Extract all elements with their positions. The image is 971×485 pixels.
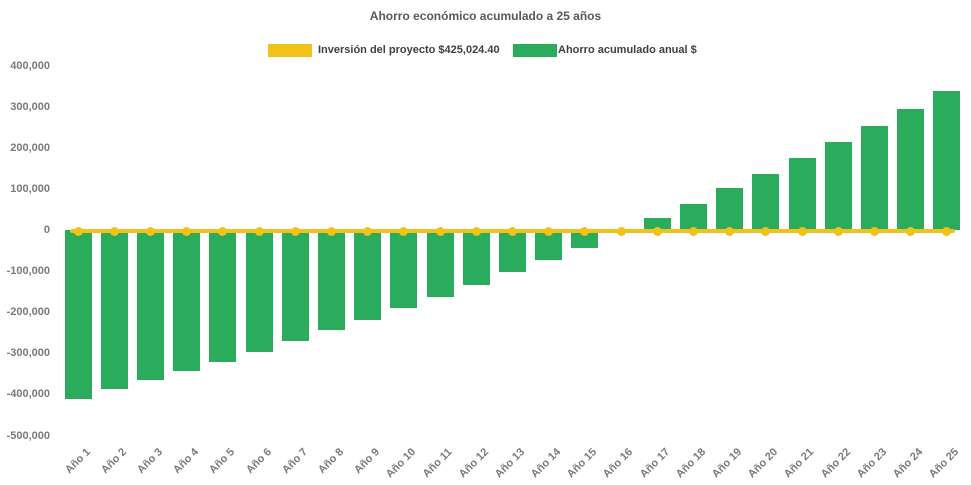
x-axis-label: Año 10 (383, 446, 419, 481)
line-marker (146, 226, 155, 236)
bar (462, 230, 490, 286)
y-axis-label: 400,000 (10, 59, 50, 72)
x-axis-label: Año 12 (456, 446, 491, 481)
line-marker (218, 226, 228, 236)
bar (318, 230, 345, 330)
y-axis-label: -200,000 (6, 306, 50, 319)
chart-title: Ahorro económico acumulado a 25 años (369, 9, 602, 23)
line-marker (399, 226, 409, 236)
x-axis-label: Año 20 (745, 446, 781, 481)
x-axis-label: Año 3 (134, 446, 165, 477)
x-axis-label: Año 13 (492, 446, 527, 481)
x-axis-label: Año 11 (420, 446, 455, 480)
bar (173, 230, 201, 371)
bar (680, 204, 707, 230)
line-marker (471, 226, 481, 236)
x-axis-label: Año 1 (62, 446, 93, 477)
bar (100, 230, 128, 390)
bar (137, 230, 164, 381)
line-marker (906, 226, 916, 236)
bar (571, 230, 599, 249)
line-marker (544, 226, 554, 236)
line-marker (942, 226, 952, 236)
bar (64, 230, 92, 399)
line-marker (652, 226, 662, 236)
x-axis-label: Año 18 (673, 446, 708, 481)
x-axis-label: Año 24 (890, 446, 926, 481)
bar (933, 91, 961, 230)
line-marker (870, 226, 879, 236)
x-axis-label: Año 9 (352, 446, 383, 477)
x-axis-label: Año 8 (315, 446, 346, 477)
legend-swatch-investment (268, 44, 312, 57)
x-axis-label: Año 16 (601, 446, 636, 481)
x-axis-label: Año 6 (243, 446, 274, 477)
y-axis-label: -100,000 (6, 265, 50, 278)
line-marker (616, 226, 626, 236)
legend-label-savings: Ahorro acumulado anual $ (558, 44, 697, 56)
x-axis-label: Año 2 (98, 446, 129, 477)
x-axis-label: Año 23 (854, 446, 889, 481)
x-axis-label: Año 14 (528, 446, 564, 481)
bar (788, 157, 816, 230)
legend-label-investment: Inversión del proyecto $425,024.40 (318, 44, 500, 56)
line-marker (327, 226, 336, 236)
line-marker (109, 226, 119, 236)
y-axis-label: -500,000 (6, 429, 50, 442)
bar (643, 217, 671, 230)
bar (716, 188, 744, 230)
y-axis-label: 300,000 (10, 100, 50, 113)
y-axis-label: 0 (43, 224, 50, 236)
line-marker (435, 226, 445, 236)
bar (390, 230, 418, 309)
line-marker (833, 226, 843, 236)
x-axis-label: Año 22 (818, 446, 853, 481)
line-marker (254, 226, 264, 236)
legend-swatch-savings (513, 44, 557, 57)
y-axis-label: -300,000 (6, 347, 50, 360)
bar (245, 230, 273, 352)
bar (209, 230, 237, 362)
line-marker (182, 226, 192, 236)
line-marker (580, 226, 590, 236)
x-axis-label: Año 5 (207, 446, 238, 477)
bar (281, 230, 309, 342)
bar (499, 230, 526, 272)
line-marker (797, 226, 807, 236)
x-axis-label: Año 15 (564, 446, 600, 481)
x-axis-label: Año 25 (926, 446, 962, 481)
x-axis-label: Año 7 (279, 446, 310, 477)
x-axis-label: Año 17 (637, 446, 672, 481)
line-marker (761, 226, 771, 236)
bar (897, 108, 925, 230)
y-axis-label: 200,000 (10, 141, 50, 154)
line-marker (689, 226, 698, 236)
x-axis-label: Año 19 (709, 446, 745, 481)
bar (354, 230, 382, 320)
y-axis-label: 100,000 (10, 182, 50, 195)
line-marker (508, 226, 517, 236)
bar (426, 230, 454, 298)
bar (861, 125, 888, 230)
x-axis-label: Año 4 (171, 446, 202, 477)
line-marker (290, 226, 300, 236)
x-axis-label: Año 21 (782, 446, 817, 481)
line-marker (363, 226, 373, 236)
line-marker (725, 226, 735, 236)
bar (752, 174, 780, 230)
y-axis-label: -400,000 (6, 388, 50, 401)
bar (824, 141, 852, 230)
line-marker (73, 226, 83, 236)
